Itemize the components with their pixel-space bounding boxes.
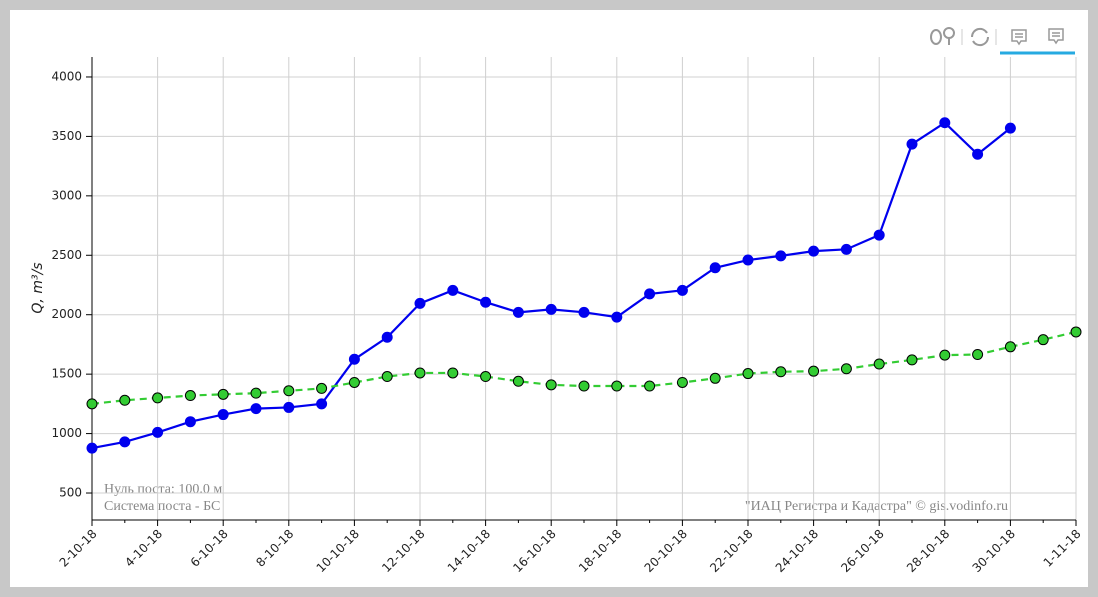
panel bbox=[10, 10, 1088, 587]
data-point bbox=[808, 245, 820, 257]
data-point bbox=[611, 311, 623, 323]
data-point bbox=[676, 284, 688, 296]
data-point bbox=[152, 392, 164, 404]
annotation: "ИАЦ Регистра и Кадастра" © gis.vodinfo.… bbox=[745, 499, 1008, 514]
data-point bbox=[775, 250, 787, 262]
data-point bbox=[283, 401, 295, 413]
data-point bbox=[676, 376, 688, 388]
data-point bbox=[512, 306, 524, 318]
annotation: Нуль поста: 100.0 м bbox=[104, 482, 222, 497]
data-point bbox=[1070, 326, 1082, 338]
data-point bbox=[709, 262, 721, 274]
data-point bbox=[86, 398, 98, 410]
y-tick-label: 500 bbox=[59, 486, 82, 500]
y-tick-label: 4000 bbox=[51, 69, 82, 83]
data-point bbox=[742, 254, 754, 266]
data-point bbox=[414, 367, 426, 379]
data-point bbox=[939, 117, 951, 129]
data-point bbox=[381, 331, 393, 343]
data-point bbox=[873, 358, 885, 370]
refresh-icon[interactable] bbox=[970, 27, 990, 47]
data-point bbox=[1004, 122, 1016, 134]
data-point bbox=[512, 375, 524, 387]
data-point bbox=[545, 303, 557, 315]
y-tick-label: 3000 bbox=[51, 188, 82, 202]
data-point bbox=[316, 382, 328, 394]
toolbar bbox=[930, 27, 1075, 55]
data-point bbox=[840, 363, 852, 375]
data-point bbox=[906, 354, 918, 366]
data-point bbox=[578, 380, 590, 392]
data-point bbox=[611, 380, 623, 392]
data-point bbox=[414, 297, 426, 309]
data-point bbox=[250, 403, 262, 415]
data-point bbox=[906, 138, 918, 150]
data-point bbox=[644, 288, 656, 300]
data-point bbox=[1004, 341, 1016, 353]
data-point bbox=[840, 243, 852, 255]
data-point bbox=[184, 416, 196, 428]
data-point bbox=[217, 409, 229, 421]
data-point bbox=[972, 349, 984, 361]
data-point bbox=[578, 306, 590, 318]
annotation: Система поста - БС bbox=[104, 499, 220, 514]
data-point bbox=[480, 296, 492, 308]
data-point bbox=[119, 394, 131, 406]
toolbar-icon[interactable] bbox=[930, 27, 955, 45]
data-point bbox=[1037, 334, 1049, 346]
data-point bbox=[348, 376, 360, 388]
data-point bbox=[250, 387, 262, 399]
hover-icon[interactable] bbox=[1011, 28, 1064, 46]
data-point bbox=[86, 442, 98, 454]
data-point bbox=[939, 349, 951, 361]
data-point bbox=[447, 367, 459, 379]
data-point bbox=[873, 229, 885, 241]
data-point bbox=[709, 372, 721, 384]
data-point bbox=[742, 368, 754, 380]
data-point bbox=[972, 148, 984, 160]
data-point bbox=[447, 284, 459, 296]
data-point bbox=[348, 353, 360, 365]
y-tick-label: 1500 bbox=[51, 367, 82, 381]
data-point bbox=[316, 398, 328, 410]
y-tick-label: 3500 bbox=[51, 129, 82, 143]
data-point bbox=[775, 366, 787, 378]
data-point bbox=[808, 365, 820, 377]
y-tick-label: 1000 bbox=[51, 426, 82, 440]
data-point bbox=[381, 371, 393, 383]
data-point bbox=[184, 390, 196, 402]
data-point bbox=[480, 371, 492, 383]
data-point bbox=[644, 380, 656, 392]
data-point bbox=[283, 385, 295, 397]
data-point bbox=[545, 379, 557, 391]
y-tick-label: 2500 bbox=[51, 248, 82, 262]
data-point bbox=[217, 388, 229, 400]
data-point bbox=[119, 436, 131, 448]
y-axis-label: Q, m³/s bbox=[30, 262, 46, 313]
y-tick-label: 2000 bbox=[51, 307, 82, 321]
data-point bbox=[152, 426, 164, 438]
